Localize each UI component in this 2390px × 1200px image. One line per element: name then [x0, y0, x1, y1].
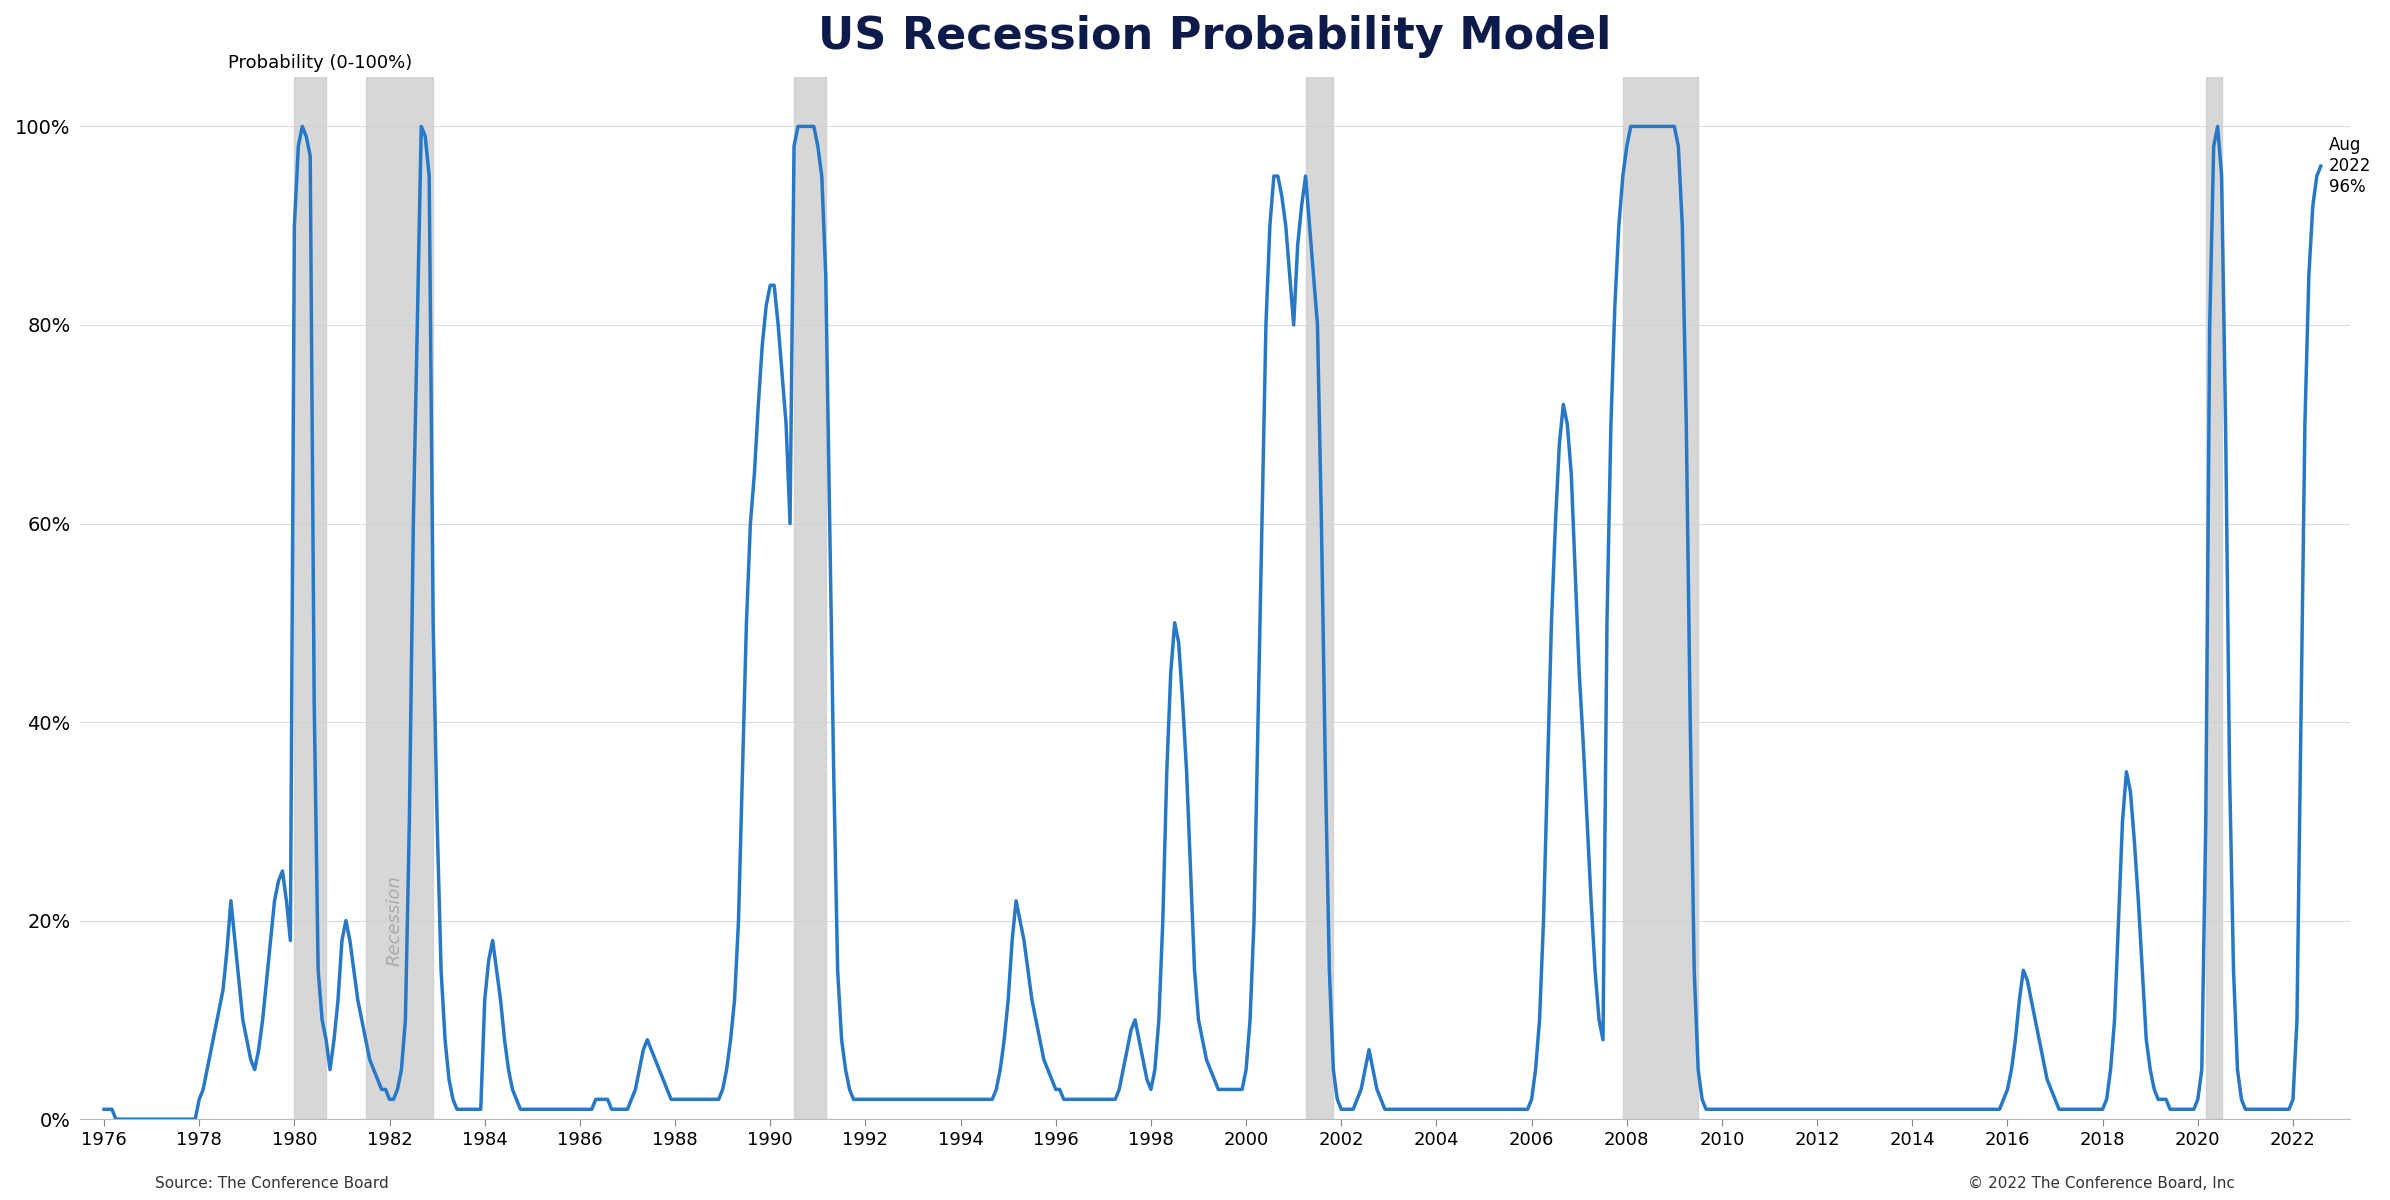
Bar	[366, 77, 433, 1120]
Bar	[294, 77, 327, 1120]
Text: Recession: Recession	[385, 875, 404, 966]
Text: Probability (0-100%): Probability (0-100%)	[227, 54, 411, 72]
Title: US Recession Probability Model: US Recession Probability Model	[817, 14, 1611, 58]
Bar	[1623, 77, 1699, 1120]
Text: Aug
2022
96%: Aug 2022 96%	[2328, 137, 2371, 196]
Text: © 2022 The Conference Board, Inc: © 2022 The Conference Board, Inc	[1967, 1176, 2235, 1190]
Bar	[793, 77, 827, 1120]
Bar	[1305, 77, 1334, 1120]
Text: Source: The Conference Board: Source: The Conference Board	[155, 1176, 390, 1190]
Bar	[2206, 77, 2223, 1120]
